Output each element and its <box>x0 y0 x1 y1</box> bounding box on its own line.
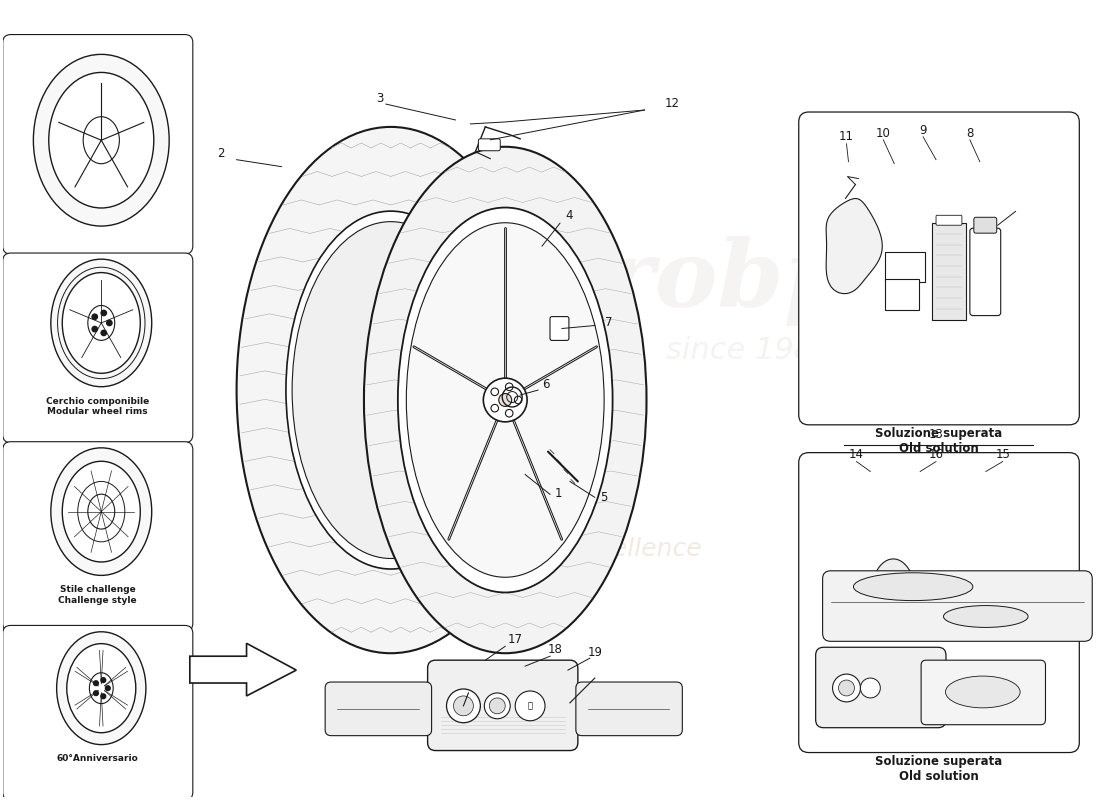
Circle shape <box>491 388 498 396</box>
Circle shape <box>515 396 521 404</box>
Ellipse shape <box>51 259 152 386</box>
Ellipse shape <box>57 632 146 745</box>
FancyBboxPatch shape <box>326 682 431 736</box>
Circle shape <box>515 691 544 721</box>
FancyBboxPatch shape <box>886 252 925 282</box>
FancyBboxPatch shape <box>974 218 997 233</box>
Ellipse shape <box>88 306 114 340</box>
FancyBboxPatch shape <box>799 453 1079 753</box>
Text: 12: 12 <box>664 97 680 110</box>
Text: 16: 16 <box>928 447 944 461</box>
Ellipse shape <box>946 676 1020 708</box>
FancyBboxPatch shape <box>428 660 578 750</box>
Text: 7: 7 <box>605 315 613 329</box>
Text: 17: 17 <box>508 634 522 646</box>
Circle shape <box>505 383 513 390</box>
Text: 4: 4 <box>565 210 572 222</box>
Circle shape <box>498 394 512 406</box>
Circle shape <box>107 320 112 326</box>
FancyBboxPatch shape <box>576 682 682 736</box>
Circle shape <box>101 678 106 682</box>
FancyBboxPatch shape <box>921 660 1045 725</box>
Circle shape <box>453 696 473 716</box>
Polygon shape <box>190 643 296 696</box>
Ellipse shape <box>88 494 114 529</box>
Circle shape <box>92 326 98 332</box>
Circle shape <box>92 314 98 319</box>
Text: Soluzione superata
Old solution: Soluzione superata Old solution <box>876 427 1003 455</box>
Circle shape <box>491 404 498 412</box>
FancyBboxPatch shape <box>932 223 966 319</box>
Text: Cerchio componibile
Modular wheel rims: Cerchio componibile Modular wheel rims <box>46 397 150 416</box>
Text: 1: 1 <box>556 487 562 500</box>
Circle shape <box>483 378 527 422</box>
Ellipse shape <box>67 644 135 733</box>
FancyBboxPatch shape <box>970 228 1001 315</box>
Circle shape <box>94 681 98 686</box>
Circle shape <box>860 678 880 698</box>
Ellipse shape <box>236 127 544 654</box>
FancyBboxPatch shape <box>550 317 569 341</box>
Circle shape <box>101 694 106 698</box>
FancyBboxPatch shape <box>478 139 500 150</box>
Text: 15: 15 <box>996 447 1010 461</box>
FancyBboxPatch shape <box>3 34 192 254</box>
FancyBboxPatch shape <box>799 112 1079 425</box>
Polygon shape <box>826 198 882 294</box>
Polygon shape <box>871 559 915 628</box>
FancyBboxPatch shape <box>3 253 192 442</box>
Text: 19: 19 <box>587 646 603 659</box>
Ellipse shape <box>84 117 120 164</box>
Ellipse shape <box>406 222 604 578</box>
Text: 18: 18 <box>548 643 562 656</box>
Circle shape <box>101 330 107 335</box>
Text: a passion for excellence: a passion for excellence <box>398 537 702 561</box>
Circle shape <box>833 674 860 702</box>
FancyBboxPatch shape <box>3 626 192 800</box>
Circle shape <box>101 310 107 316</box>
Text: 13: 13 <box>928 428 944 441</box>
Circle shape <box>94 691 98 695</box>
Circle shape <box>484 693 510 718</box>
Ellipse shape <box>63 273 141 374</box>
Circle shape <box>490 698 505 714</box>
Text: 2: 2 <box>217 146 224 160</box>
FancyBboxPatch shape <box>886 279 920 310</box>
Text: 11: 11 <box>839 130 854 143</box>
Circle shape <box>106 686 110 690</box>
Ellipse shape <box>398 207 613 593</box>
Ellipse shape <box>854 573 972 601</box>
Text: 14: 14 <box>849 447 864 461</box>
Circle shape <box>447 689 481 722</box>
Ellipse shape <box>48 73 154 208</box>
FancyBboxPatch shape <box>816 647 946 728</box>
Ellipse shape <box>89 673 113 704</box>
Ellipse shape <box>51 448 152 575</box>
Ellipse shape <box>33 54 169 226</box>
Text: 6: 6 <box>542 378 550 391</box>
Text: 8: 8 <box>966 127 974 140</box>
FancyBboxPatch shape <box>3 442 192 631</box>
Ellipse shape <box>364 146 647 654</box>
Text: 🐴: 🐴 <box>528 702 532 710</box>
Text: since 1985: since 1985 <box>666 336 833 365</box>
Text: 10: 10 <box>876 127 891 140</box>
Circle shape <box>505 410 513 417</box>
Text: 60°Anniversario: 60°Anniversario <box>57 754 139 763</box>
Ellipse shape <box>63 462 141 562</box>
FancyBboxPatch shape <box>823 571 1092 642</box>
Text: eurobpar: eurobpar <box>476 236 961 326</box>
Text: 3: 3 <box>376 92 383 105</box>
Ellipse shape <box>944 606 1028 627</box>
Text: 5: 5 <box>600 491 607 504</box>
Ellipse shape <box>286 211 496 569</box>
Text: Soluzione superata
Old solution: Soluzione superata Old solution <box>876 754 1003 782</box>
Circle shape <box>838 680 855 696</box>
Text: 9: 9 <box>920 124 927 137</box>
Text: Stile challenge
Challenge style: Stile challenge Challenge style <box>58 586 138 605</box>
Ellipse shape <box>293 222 490 558</box>
FancyBboxPatch shape <box>936 215 961 226</box>
